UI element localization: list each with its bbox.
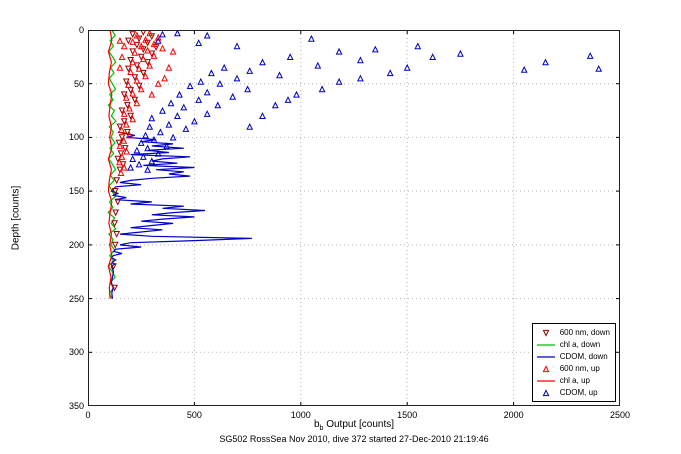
legend: 600 nm, down chl a, down CDOM, down 600 nm,… [531,323,616,402]
legend-entry-600-nm-down: 600 nm, down [536,327,610,338]
legend-triangle-up-icon [542,388,550,396]
x-axis-label: bb Output [counts] [314,419,394,432]
axes-box [88,30,620,406]
legend-line-sample [536,355,555,358]
x-tick-label: 1500 [397,410,418,420]
legend-line-sample [536,379,555,382]
legend-line-sample [536,343,555,346]
legend-entry-chl-a-down: chl a, down [536,339,610,350]
plot-area [88,30,620,406]
y-tick-label: 100 [68,132,84,143]
y-tick-label: 200 [68,239,84,250]
y-tick-label: 350 [68,401,84,411]
legend-label: 600 nm, up [559,364,600,373]
series-600-nm-up [116,30,177,176]
legend-triangle-up-icon [542,364,550,372]
legend-label: chl a, up [559,376,590,385]
legend-label: CDOM, up [559,388,598,397]
legend-triangle-down-icon [542,329,550,337]
xlabel-sub: b [319,425,324,432]
legend-label: 600 nm, down [559,328,610,337]
series-cdom-up [127,30,603,173]
series-chl-a-up [107,30,113,299]
y-axis-label: Depth [counts] [10,185,22,251]
legend-entry-cdom-down: CDOM, down [536,351,610,362]
y-tick-label: 0 [78,25,84,35]
y-tick-label: 150 [68,186,84,197]
x-tick-label: 500 [186,410,202,420]
series-cdom-down [110,131,252,299]
xlabel-post: Output [counts] [323,419,395,430]
legend-entry-chl-a-up: chl a, up [536,375,610,386]
x-tick-label: 2000 [503,410,524,420]
x-tick-label: 2500 [609,410,631,420]
x-tick-label: 0 [85,410,91,420]
legend-label: CDOM, down [559,352,608,361]
figure-caption: SG502 RossSea Nov 2010, dive 372 started… [219,434,489,444]
xlabel-pre: b [313,419,320,430]
legend-entry-600-nm-up: 600 nm, up [536,363,610,374]
y-tick-label: 250 [68,293,84,304]
y-tick-label: 300 [68,347,84,358]
y-tick-label: 50 [73,78,84,89]
legend-entry-cdom-up: CDOM, up [536,387,610,398]
x-tick-label: 1000 [290,410,311,420]
legend-label: chl a, down [559,340,601,349]
